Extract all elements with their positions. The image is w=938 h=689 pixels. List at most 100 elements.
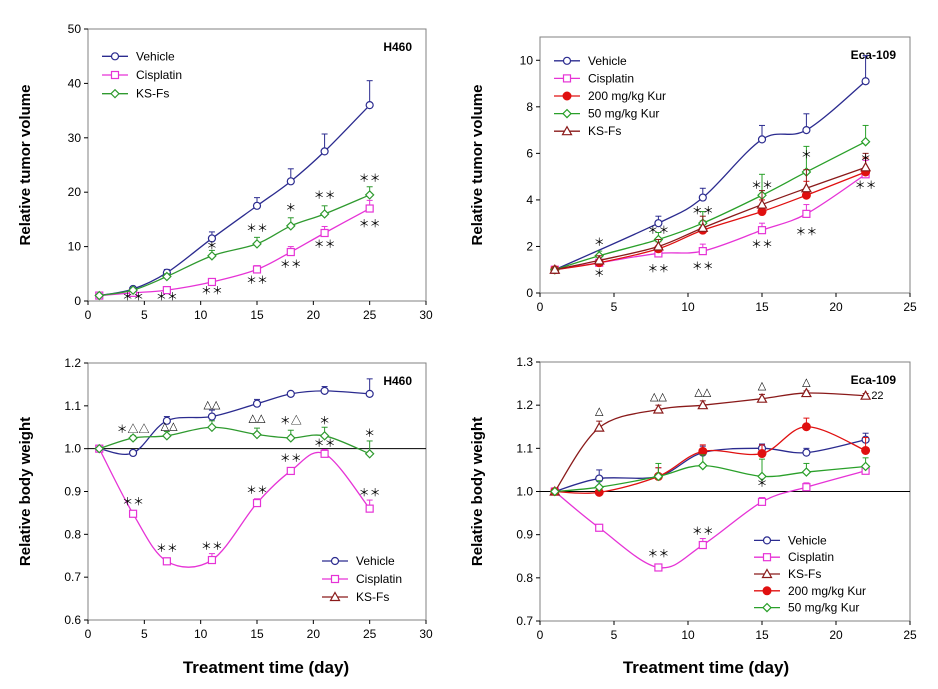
y-tick-label: 0.8 (64, 527, 81, 541)
data-point (697, 399, 709, 410)
significance-annotation: ＊＊ (692, 205, 714, 217)
data-point (162, 557, 171, 566)
data-point (207, 277, 217, 287)
data-point (364, 448, 375, 459)
data-point (562, 74, 572, 83)
legend-label: 50 mg/kg Kur (588, 107, 659, 121)
data-point (595, 523, 604, 532)
data-point (207, 422, 217, 433)
x-tick-label: 15 (250, 308, 264, 322)
significance-annotation: ＊ (860, 153, 871, 165)
y-axis-label: Relative tumor volume (469, 85, 486, 246)
data-point (756, 198, 768, 209)
y-tick-label: 1.1 (64, 399, 81, 413)
data-point (756, 392, 768, 403)
data-point (285, 221, 296, 231)
panel-title: H460 (383, 40, 412, 54)
data-point (860, 389, 872, 400)
y-tick-label: 2 (526, 239, 533, 253)
data-point (698, 446, 708, 456)
y-tick-label: 0 (74, 294, 81, 308)
plot-frame (539, 36, 911, 294)
data-point (549, 486, 560, 497)
data-point (286, 247, 295, 257)
data-point (861, 445, 871, 455)
y-tick-label: 4 (526, 193, 533, 207)
data-point (762, 536, 772, 545)
data-point (365, 389, 374, 398)
data-point (128, 509, 138, 518)
y-tick-label: 10 (68, 240, 82, 254)
y-tick-label: 6 (526, 146, 533, 160)
series-cisplatin (95, 444, 374, 568)
y-tick-label: 0.6 (64, 613, 81, 627)
significance-annotation: △ (802, 377, 811, 389)
data-point (162, 286, 171, 295)
series-ks-fs (549, 152, 872, 274)
significance-annotation: ＊＊ (692, 261, 714, 273)
data-point (697, 222, 709, 232)
significance-annotation: ＊＊ (855, 179, 877, 191)
data-point (252, 399, 262, 408)
significance-annotation: ＊△ (280, 414, 302, 427)
data-point (94, 443, 105, 454)
x-tick-label: 25 (363, 308, 377, 322)
legend: Vehicle Cisplatin KS-Fs (318, 552, 418, 606)
data-point (860, 136, 871, 147)
data-point (319, 209, 330, 219)
y-tick-label: 1.2 (516, 398, 533, 412)
chart-bl: 0.6 0.7 0.8 0.9 1.0 1.1 1.2 0 5 10 15 20 25 30 Relativ… (17, 356, 433, 641)
data-point (207, 250, 217, 261)
y-tick-label: 0.9 (516, 528, 533, 542)
legend-label: Cisplatin (788, 550, 834, 564)
data-point (252, 265, 262, 274)
significance-annotation: ＊ (594, 268, 605, 280)
data-point (654, 563, 663, 572)
data-point (802, 209, 811, 218)
significance-annotation: ＊＊ (246, 275, 268, 287)
significance-annotation: ＊＊ (795, 226, 817, 238)
data-point (365, 504, 374, 513)
data-point (757, 497, 767, 506)
significance-annotation: ＊＊ (201, 285, 223, 297)
legend-label: 200 mg/kg Kur (588, 89, 666, 103)
y-tick-label: 1.0 (64, 442, 81, 456)
series-50-mg-kg-kur (549, 454, 871, 497)
data-point (757, 207, 767, 217)
data-point (330, 574, 340, 584)
data-point (365, 101, 374, 110)
legend-label: KS-Fs (788, 567, 821, 581)
y-tick-label: 10 (520, 53, 534, 67)
legend-label: Vehicle (588, 54, 627, 68)
significance-annotation: ＊ (801, 149, 812, 161)
data-point (364, 190, 375, 200)
y-tick-label: 0.9 (64, 485, 81, 499)
data-point (330, 556, 340, 566)
data-point (207, 234, 217, 243)
x-tick-label: 20 (307, 308, 321, 322)
data-point (562, 91, 572, 101)
y-tick-label: 0.8 (516, 571, 533, 585)
x-tick-label: 0 (537, 300, 544, 314)
x-tick-label: 10 (194, 308, 208, 322)
x-tick-label: 30 (419, 308, 433, 322)
significance-annotation: ＊＊ (314, 239, 336, 251)
significance-annotation: ＊＊ (314, 190, 336, 202)
data-point (757, 471, 767, 482)
chart-tr: 0 2 4 6 8 10 0 5 10 15 20 25 Relative tumor volume Ec… (469, 36, 917, 314)
y-axis-label: Relative body weight (469, 417, 486, 566)
significance-annotation: ＊＊ (122, 291, 144, 303)
series-ks-fs (94, 186, 375, 301)
legend-label: 200 mg/kg Kur (788, 584, 866, 598)
data-point (320, 449, 329, 458)
significance-annotation: 22 (871, 390, 883, 402)
significance-annotation: △△ (249, 412, 266, 424)
significance-annotation: ＊ (206, 240, 217, 252)
series-line (554, 80, 867, 271)
data-point (162, 430, 172, 441)
data-point (801, 467, 812, 477)
data-point (128, 285, 138, 295)
significance-annotation: ＊＊ (156, 542, 178, 554)
data-point (110, 52, 120, 61)
